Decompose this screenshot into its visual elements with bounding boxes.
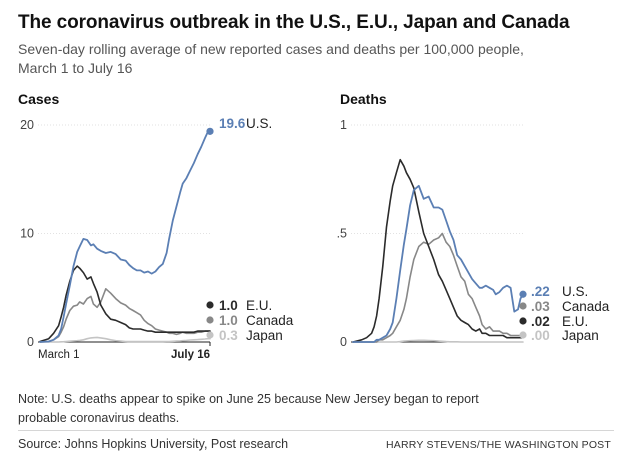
- deaths-end-dot-us: [519, 290, 527, 298]
- subtitle-line-1: Seven-day rolling average of new reporte…: [18, 41, 524, 57]
- subtitle-line-2: March 1 to July 16: [18, 60, 133, 76]
- source-text: Source: Johns Hopkins University, Post r…: [18, 437, 289, 451]
- cases-ytick-label: 0: [27, 335, 34, 349]
- cases-end-dot-canada: [206, 316, 214, 324]
- deaths-series-name-eu: E.U.: [562, 314, 588, 329]
- footnote: Note: U.S. deaths appear to spike on Jun…: [18, 390, 578, 428]
- cases-series-line-japan: [39, 336, 211, 343]
- cases-end-value-us: 19.6: [219, 116, 246, 131]
- deaths-series-name-canada: Canada: [562, 299, 610, 314]
- deaths-series-line-eu: [352, 158, 524, 343]
- footnote-line-2: probable coronavirus deaths.: [18, 411, 180, 425]
- footer-divider: [18, 430, 614, 431]
- cases-series-name-japan: Japan: [246, 328, 283, 343]
- cases-series-name-canada: Canada: [246, 313, 294, 328]
- deaths-end-value-us: .22: [531, 284, 550, 299]
- cases-end-value-eu: 1.0: [219, 298, 238, 313]
- chart-subtitle: Seven-day rolling average of new reporte…: [18, 40, 618, 78]
- deaths-series-name-japan: Japan: [562, 328, 599, 343]
- cases-end-dot-us: [206, 127, 214, 135]
- cases-xtick-label-start: March 1: [38, 349, 80, 361]
- cases-series-name-eu: E.U.: [246, 298, 272, 313]
- deaths-panel-title: Deaths: [340, 91, 387, 107]
- footnote-line-1: Note: U.S. deaths appear to spike on Jun…: [18, 392, 479, 406]
- deaths-end-dot-eu: [519, 317, 527, 325]
- deaths-series-line-japan: [352, 339, 524, 343]
- cases-xtick-label-end: July 16: [171, 349, 210, 361]
- credit-text: HARRY STEVENS/THE WASHINGTON POST: [386, 439, 611, 451]
- cases-series-name-us: U.S.: [246, 116, 272, 131]
- cases-ytick-label: 20: [20, 118, 34, 132]
- deaths-series-line-us: [352, 184, 524, 343]
- cases-end-dot-japan: [206, 331, 214, 339]
- deaths-end-dot-japan: [519, 331, 527, 339]
- deaths-end-value-eu: .02: [531, 314, 550, 329]
- deaths-end-dot-canada: [519, 302, 527, 310]
- chart-title: The coronavirus outbreak in the U.S., E.…: [18, 12, 570, 33]
- deaths-ytick-label: 1: [340, 118, 347, 132]
- cases-end-dot-eu: [206, 301, 214, 309]
- deaths-ytick-label: .5: [337, 227, 347, 241]
- cases-end-value-canada: 1.0: [219, 313, 238, 328]
- deaths-ytick-label: 0: [340, 335, 347, 349]
- deaths-end-value-canada: .03: [531, 299, 550, 314]
- cases-ytick-label: 10: [20, 227, 34, 241]
- deaths-series-name-us: U.S.: [562, 284, 588, 299]
- cases-series-line-us: [39, 128, 211, 343]
- deaths-series-line-canada: [352, 232, 524, 343]
- cases-end-value-japan: 0.3: [219, 328, 238, 343]
- cases-panel-title: Cases: [18, 91, 59, 107]
- deaths-end-value-japan: .00: [531, 328, 550, 343]
